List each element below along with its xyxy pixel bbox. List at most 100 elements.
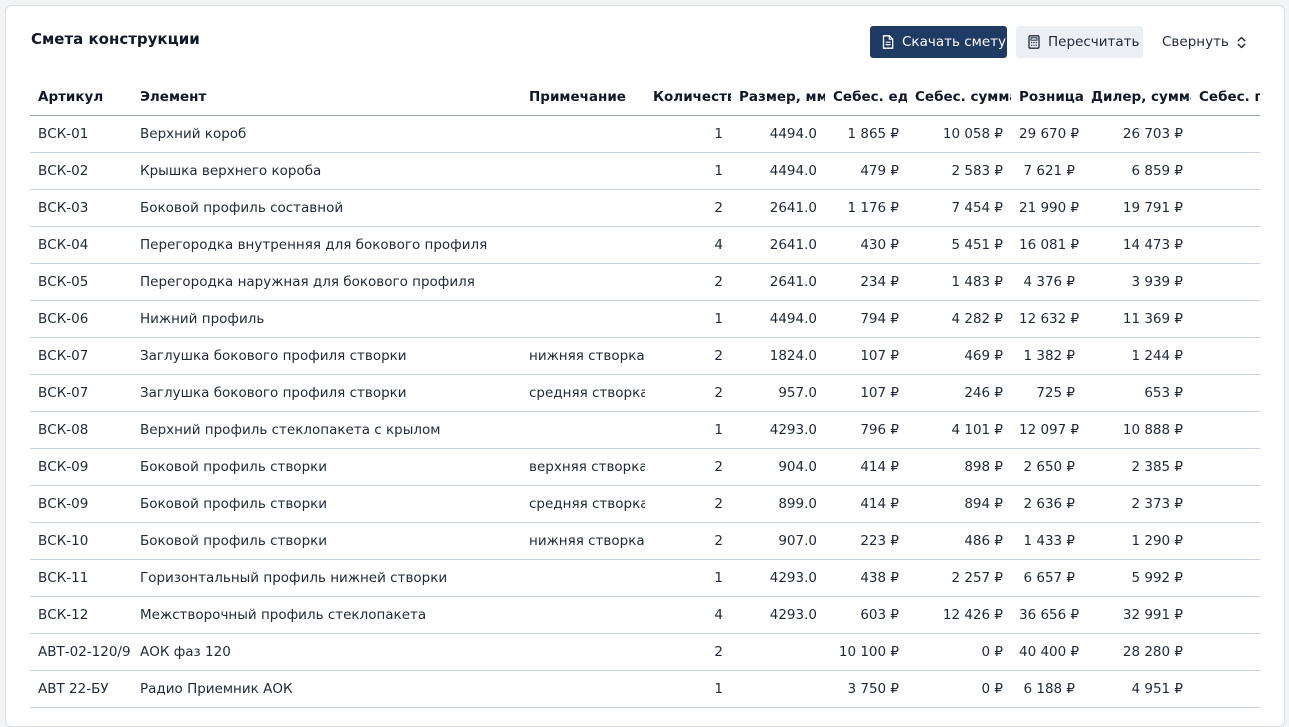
cell-note xyxy=(521,189,645,227)
cell-article: ВСК-06 xyxy=(30,300,132,338)
cell-dealer-sum: 26 703 ₽ xyxy=(1083,115,1191,153)
cell-size: 1824.0 xyxy=(731,337,825,375)
cell-dealer-sum: 11 369 ₽ xyxy=(1083,300,1191,338)
page-title: Смета конструкции xyxy=(31,30,200,48)
cell-element: Боковой профиль створки xyxy=(132,448,521,486)
collapse-button[interactable]: Свернуть xyxy=(1151,26,1251,58)
table-row[interactable]: ВСК-10 Боковой профиль створки нижняя ство… xyxy=(30,522,1260,560)
table-row[interactable]: АВТ-02-120/9 АОК фаз 120 2 10 100 ₽0 ₽40 40… xyxy=(30,633,1260,671)
cell-retail: 725 ₽ xyxy=(1011,374,1083,412)
cell-cost-extra xyxy=(1191,263,1260,301)
cell-quantity: 2 xyxy=(645,522,731,560)
cell-element: АОК фаз 120 xyxy=(132,633,521,671)
table-row[interactable]: ВСК-03 Боковой профиль составной 2 2641.0 1 … xyxy=(30,189,1260,227)
cell-quantity: 2 xyxy=(645,263,731,301)
cell-cost-extra xyxy=(1191,448,1260,486)
cell-unit-cost: 10 100 ₽ xyxy=(825,633,907,671)
cell-retail: 1 433 ₽ xyxy=(1011,522,1083,560)
cell-quantity: 2 xyxy=(645,374,731,412)
cell-size: 907.0 xyxy=(731,522,825,560)
column-header-dealer-sum[interactable]: Дилер, сумма xyxy=(1083,78,1191,116)
table-row[interactable]: ВСК-07 Заглушка бокового профиля створки с… xyxy=(30,374,1260,412)
cell-quantity: 1 xyxy=(645,411,731,449)
cell-quantity: 2 xyxy=(645,337,731,375)
cell-cost-extra xyxy=(1191,300,1260,338)
cell-note: нижняя створка xyxy=(521,337,645,375)
table-row[interactable]: ВСК-02 Крышка верхнего короба 1 4494.0 479 ₽… xyxy=(30,152,1260,190)
table-row[interactable]: ВСК-07 Заглушка бокового профиля створки н… xyxy=(30,337,1260,375)
cell-cost-extra xyxy=(1191,337,1260,375)
cell-quantity: 1 xyxy=(645,300,731,338)
cell-cost-extra xyxy=(1191,522,1260,560)
table-row[interactable]: ВСК-09 Боковой профиль створки верхняя ств… xyxy=(30,448,1260,486)
table-row[interactable]: ВСК-05 Перегородка наружная для бокового … xyxy=(30,263,1260,301)
column-header-size[interactable]: Размер, мм xyxy=(731,78,825,116)
cell-dealer-sum: 2 373 ₽ xyxy=(1083,485,1191,523)
column-header-article[interactable]: Артикул xyxy=(30,78,132,116)
cell-quantity: 1 xyxy=(645,670,731,708)
cell-size: 4494.0 xyxy=(731,115,825,153)
cell-note xyxy=(521,263,645,301)
cell-retail: 40 400 ₽ xyxy=(1011,633,1083,671)
cell-note xyxy=(521,633,645,671)
chevron-up-down-icon xyxy=(1237,36,1246,49)
cell-article: ВСК-01 xyxy=(30,115,132,153)
table-row[interactable]: ВСК-08 Верхний профиль стеклопакета с кры… xyxy=(30,411,1260,449)
download-estimate-label: Скачать смету xyxy=(902,34,1006,50)
estimate-table-container[interactable]: АртикулЭлементПримечаниеКоличествоРазмер… xyxy=(30,78,1260,708)
cell-note: средняя створка xyxy=(521,374,645,412)
cell-unit-cost: 794 ₽ xyxy=(825,300,907,338)
cell-retail: 2 650 ₽ xyxy=(1011,448,1083,486)
cell-unit-cost: 438 ₽ xyxy=(825,559,907,597)
cell-cost-extra xyxy=(1191,559,1260,597)
recalculate-button[interactable]: Пересчитать xyxy=(1016,26,1143,58)
cell-unit-cost: 223 ₽ xyxy=(825,522,907,560)
cell-retail: 29 670 ₽ xyxy=(1011,115,1083,153)
table-row[interactable]: ВСК-09 Боковой профиль створки средняя ств… xyxy=(30,485,1260,523)
cell-note xyxy=(521,226,645,264)
cell-unit-cost: 603 ₽ xyxy=(825,596,907,634)
cell-article: ВСК-07 xyxy=(30,374,132,412)
download-estimate-button[interactable]: Скачать смету xyxy=(870,26,1007,58)
column-header-cost-extra[interactable]: Себес. п xyxy=(1191,78,1260,116)
cell-cost-sum: 12 426 ₽ xyxy=(907,596,1011,634)
cell-quantity: 2 xyxy=(645,633,731,671)
cell-retail: 6 657 ₽ xyxy=(1011,559,1083,597)
column-header-cost-sum[interactable]: Себес. сумма xyxy=(907,78,1011,116)
estimate-table: АртикулЭлементПримечаниеКоличествоРазмер… xyxy=(30,78,1260,708)
cell-element: Межстворочный профиль стеклопакета xyxy=(132,596,521,634)
column-header-unit-cost[interactable]: Себес. ед. xyxy=(825,78,907,116)
cell-article: ВСК-04 xyxy=(30,226,132,264)
column-header-quantity[interactable]: Количество xyxy=(645,78,731,116)
cell-element: Заглушка бокового профиля створки xyxy=(132,337,521,375)
table-row[interactable]: ВСК-11 Горизонтальный профиль нижней ство… xyxy=(30,559,1260,597)
cell-cost-sum: 898 ₽ xyxy=(907,448,1011,486)
table-row[interactable]: АВТ 22-БУ Радио Приемник АОК 1 3 750 ₽0 ₽6 … xyxy=(30,670,1260,708)
table-row[interactable]: ВСК-12 Межстворочный профиль стеклопакета… xyxy=(30,596,1260,634)
cell-cost-sum: 486 ₽ xyxy=(907,522,1011,560)
cell-dealer-sum: 1 290 ₽ xyxy=(1083,522,1191,560)
cell-cost-sum: 469 ₽ xyxy=(907,337,1011,375)
cell-dealer-sum: 14 473 ₽ xyxy=(1083,226,1191,264)
cell-retail: 36 656 ₽ xyxy=(1011,596,1083,634)
cell-dealer-sum: 19 791 ₽ xyxy=(1083,189,1191,227)
cell-cost-extra xyxy=(1191,411,1260,449)
cell-dealer-sum: 5 992 ₽ xyxy=(1083,559,1191,597)
cell-article: ВСК-02 xyxy=(30,152,132,190)
cell-article: ВСК-11 xyxy=(30,559,132,597)
cell-retail: 12 097 ₽ xyxy=(1011,411,1083,449)
column-header-element[interactable]: Элемент xyxy=(132,78,521,116)
table-row[interactable]: ВСК-06 Нижний профиль 1 4494.0 794 ₽4 282 ₽1… xyxy=(30,300,1260,338)
table-row[interactable]: ВСК-04 Перегородка внутренняя для боковог… xyxy=(30,226,1260,264)
column-header-note[interactable]: Примечание xyxy=(521,78,645,116)
cell-element: Верхний профиль стеклопакета с крылом xyxy=(132,411,521,449)
cell-cost-sum: 2 257 ₽ xyxy=(907,559,1011,597)
cell-cost-extra xyxy=(1191,633,1260,671)
cell-dealer-sum: 2 385 ₽ xyxy=(1083,448,1191,486)
cell-element: Нижний профиль xyxy=(132,300,521,338)
cell-note: средняя створка xyxy=(521,485,645,523)
column-header-retail[interactable]: Розница xyxy=(1011,78,1083,116)
cell-cost-sum: 4 282 ₽ xyxy=(907,300,1011,338)
cell-dealer-sum: 32 991 ₽ xyxy=(1083,596,1191,634)
table-row[interactable]: ВСК-01 Верхний короб 1 4494.0 1 865 ₽10 058 … xyxy=(30,115,1260,153)
